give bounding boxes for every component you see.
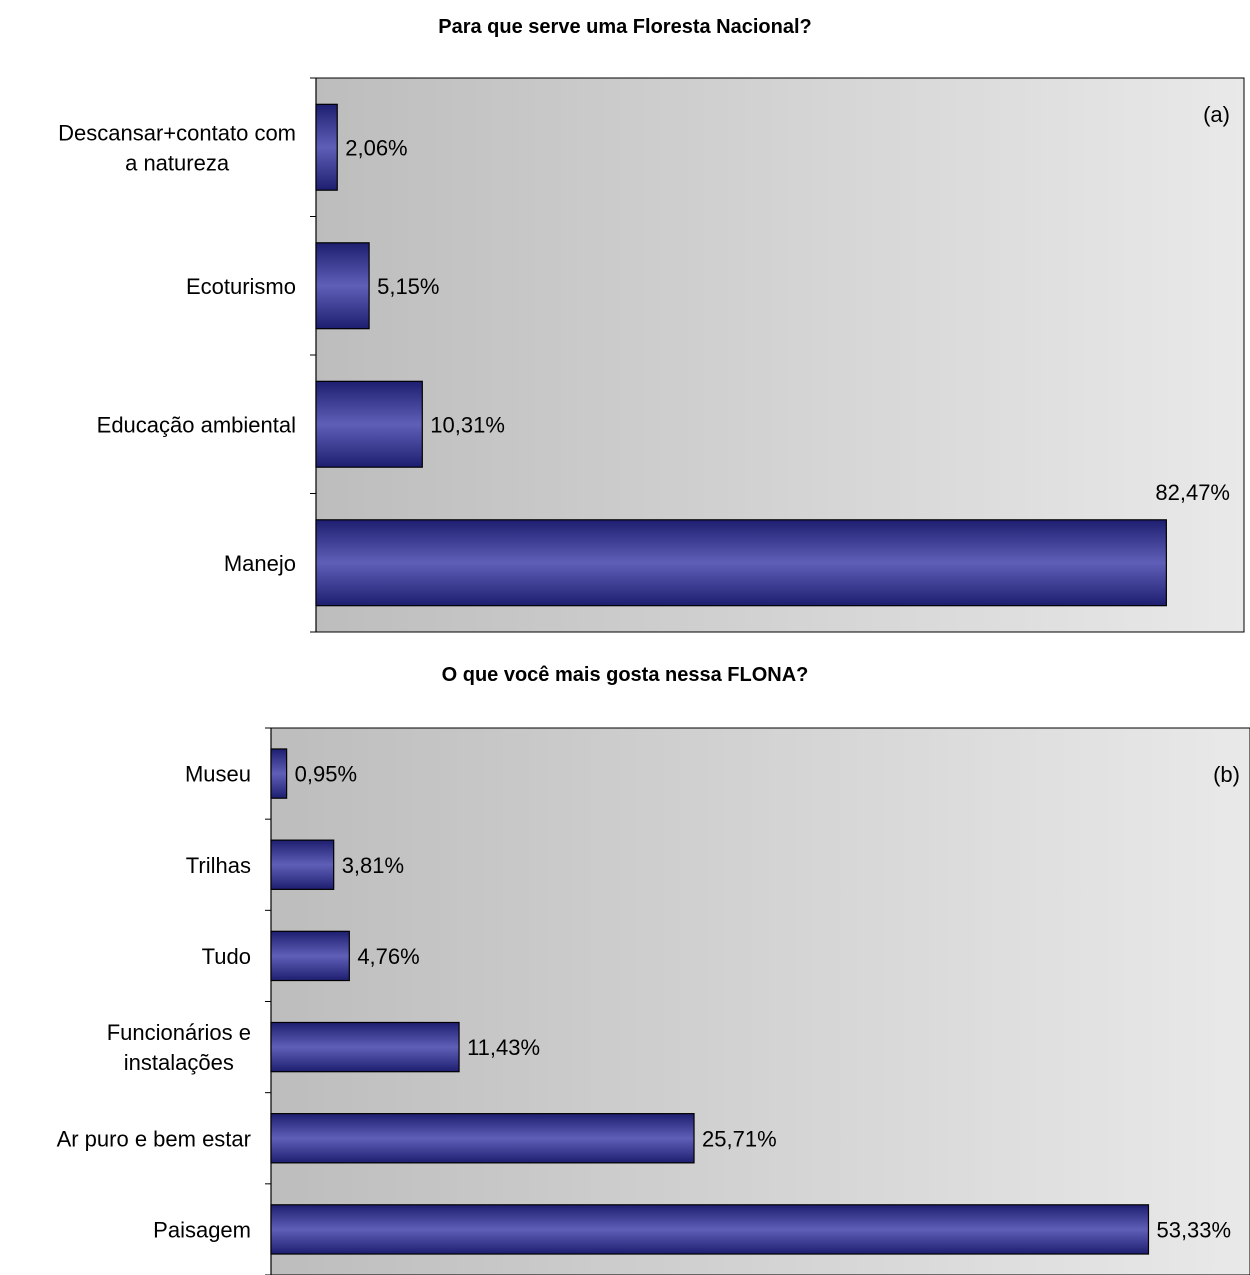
chart-a-value-label: 82,47% xyxy=(1155,480,1230,505)
chart-b-bar xyxy=(270,748,288,799)
chart-a-value-label: 2,06% xyxy=(345,135,407,160)
chart-a-value-label: 5,15% xyxy=(377,274,439,299)
chart-b-category-label: Museu xyxy=(185,762,251,787)
chart-a-category-label: Descansar+contato com xyxy=(58,120,296,145)
chart-b-bar xyxy=(270,1113,695,1164)
chart-b-value-label: 0,95% xyxy=(295,762,357,787)
chart-a-title: Para que serve uma Floresta Nacional? xyxy=(438,16,812,38)
chart-b-value-label: 25,71% xyxy=(702,1126,777,1151)
chart-b-value-label: 11,43% xyxy=(467,1035,540,1060)
chart-a-category-label: a natureza xyxy=(125,150,230,175)
chart-b-value-label: 3,81% xyxy=(342,853,404,878)
chart-b-panel-label: (b) xyxy=(1213,762,1240,787)
chart-b-title: O que você mais gosta nessa FLONA? xyxy=(441,664,809,686)
chart-b-bar xyxy=(270,930,350,982)
chart-b-plot-area xyxy=(270,727,1250,1275)
chart-b-value-label: 4,76% xyxy=(357,944,419,969)
chart-b-panel: Museu 0,95% Trilhas 3,81% Tudo 4,76% Funcionár… xyxy=(57,727,1250,1275)
chart-a-category-label: Educação ambiental xyxy=(97,412,296,437)
chart-a-category-label: Ecoturismo xyxy=(186,274,296,299)
chart-a-panel: Descansar+contato com a natureza 2,06% Ecot… xyxy=(58,77,1245,633)
chart-a-panel-label: (a) xyxy=(1203,102,1230,127)
chart-b-bar xyxy=(270,1204,1150,1255)
chart-b-value-label: 53,33% xyxy=(1156,1217,1231,1242)
chart-b-category-label: Ar puro e bem estar xyxy=(57,1126,251,1151)
chart-b-category-label: Tudo xyxy=(202,944,251,969)
chart-a-bar xyxy=(315,380,423,468)
chart-b-category-label: instalações xyxy=(124,1050,234,1075)
chart-b-bar xyxy=(270,839,335,890)
chart-a-bar xyxy=(315,519,1167,607)
chart-b-category-label: Trilhas xyxy=(186,853,251,878)
chart-b-bar xyxy=(270,1021,460,1073)
chart-a-bar xyxy=(315,103,338,191)
chart-a-bar xyxy=(315,242,370,330)
chart-b-category-label: Paisagem xyxy=(153,1217,251,1242)
chart-b-category-label: Funcionários e xyxy=(107,1020,251,1045)
chart-a-value-label: 10,31% xyxy=(430,412,505,437)
chart-a-category-label: Manejo xyxy=(224,551,296,576)
